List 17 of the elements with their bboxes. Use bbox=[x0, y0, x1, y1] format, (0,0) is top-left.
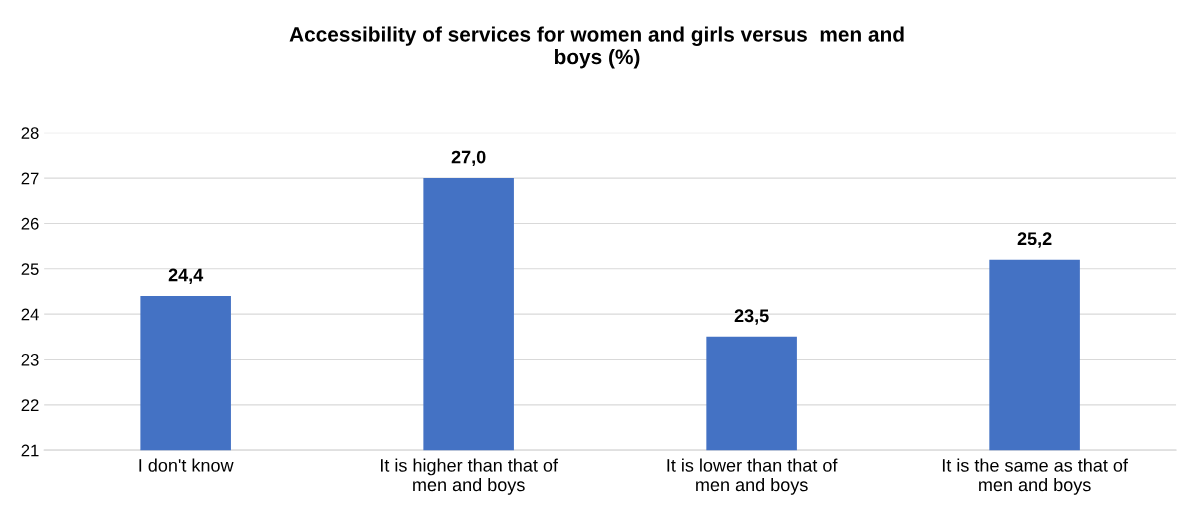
x-tick-label: It is higher than that of men and boys bbox=[380, 458, 559, 495]
y-tick-label: 26 bbox=[21, 217, 39, 230]
y-tick-label: 25 bbox=[21, 263, 39, 276]
data-label: 23,5 bbox=[734, 309, 769, 325]
data-label: 25,2 bbox=[1017, 232, 1052, 248]
y-tick-label: 22 bbox=[21, 399, 39, 411]
data-label: 27,0 bbox=[451, 150, 486, 167]
chart-title: Accessibility of services for women and girls versus men and boys (%) bbox=[289, 26, 904, 69]
x-tick-label: It is the same as that of men and boys bbox=[942, 458, 1128, 495]
x-tick-label: It is lower than that of men and boys bbox=[667, 458, 838, 495]
y-tick-label: 23 bbox=[21, 353, 39, 366]
data-label: 24,4 bbox=[168, 268, 204, 284]
y-tick-label: 21 bbox=[21, 444, 39, 457]
y-tick-label: 27 bbox=[21, 172, 39, 185]
y-tick-label: 24 bbox=[21, 308, 39, 321]
x-tick-label: I don't know bbox=[139, 458, 234, 472]
y-tick-label: 28 bbox=[21, 127, 39, 139]
